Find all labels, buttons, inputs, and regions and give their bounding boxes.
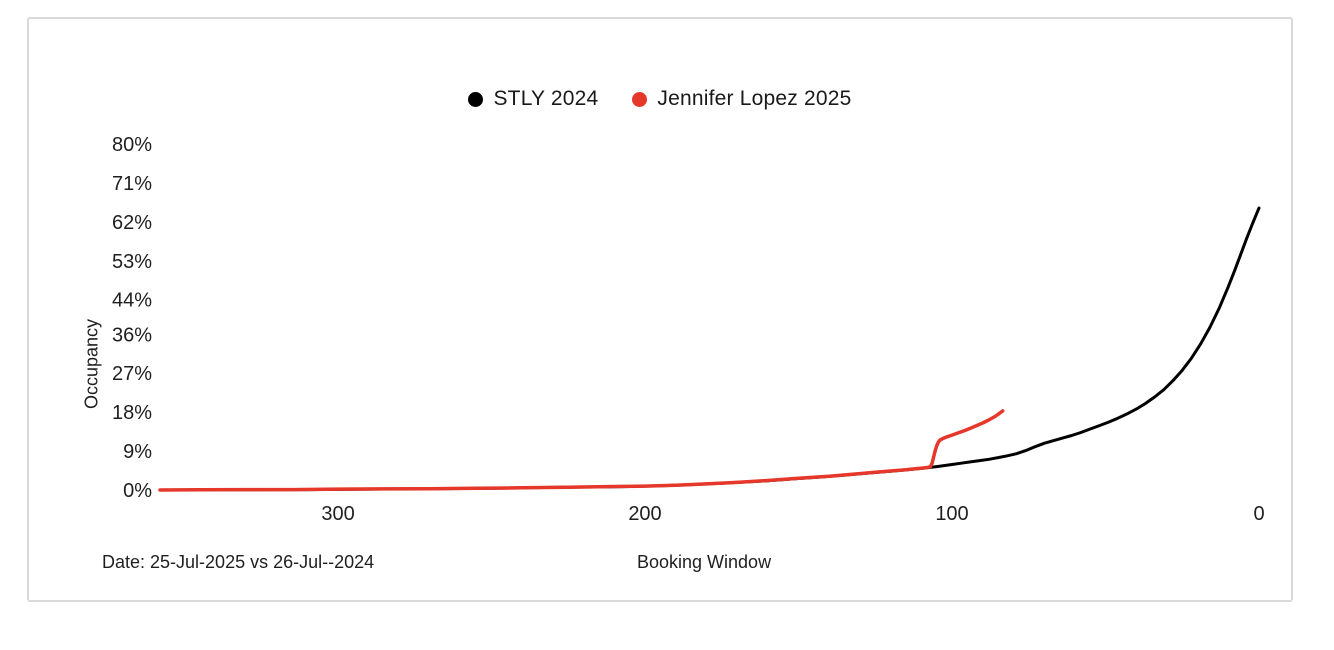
axis-tick-label: 9%: [123, 441, 152, 463]
occupancy-line-chart: 0% 9% 18% 27% 36% 44% 53% 62% 71% 80% 300 200 100 0: [112, 134, 1265, 525]
axis-tick-label: 200: [628, 503, 661, 525]
axis-tick-label: 18%: [112, 402, 152, 424]
legend-item-stly-2024[interactable]: STLY 2024: [468, 87, 598, 111]
legend-marker-black-icon: [468, 91, 484, 107]
axis-tick-label: 80%: [112, 134, 152, 156]
legend-label-stly-2024: STLY 2024: [493, 87, 599, 110]
y-axis-title: Occupancy: [81, 318, 102, 410]
axis-tick-label: 71%: [112, 173, 152, 195]
legend-marker-red-icon: [632, 91, 648, 107]
axis-tick-label: 62%: [112, 212, 152, 234]
axis-tick-label: 300: [321, 503, 354, 525]
axis-tick-label: 0%: [123, 480, 152, 502]
axis-tick-label: 100: [935, 503, 968, 525]
legend-label-jennifer-lopez-2025: Jennifer Lopez 2025: [657, 87, 852, 110]
legend-item-jennifer-lopez-2025[interactable]: Jennifer Lopez 2025: [632, 87, 851, 111]
axis-tick-label: 36%: [112, 324, 152, 346]
series-line-jennifer-lopez-2025: [158, 409, 1005, 492]
x-axis-title: Booking Window: [637, 552, 772, 572]
date-annotation: Date: 25-Jul-2025 vs 26-Jul--2024: [102, 552, 375, 572]
axis-tick-label: 27%: [112, 363, 152, 385]
chart-legend: STLY 2024 Jennifer Lopez 2025: [29, 87, 1291, 111]
axis-tick-label: 53%: [112, 251, 152, 273]
chart-card: STLY 2024 Jennifer Lopez 2025 0% 9% 18% 27%…: [27, 17, 1293, 602]
series-line-stly-2024: [158, 206, 1261, 492]
axis-tick-label: 0: [1253, 503, 1264, 525]
axis-tick-label: 44%: [112, 290, 152, 312]
